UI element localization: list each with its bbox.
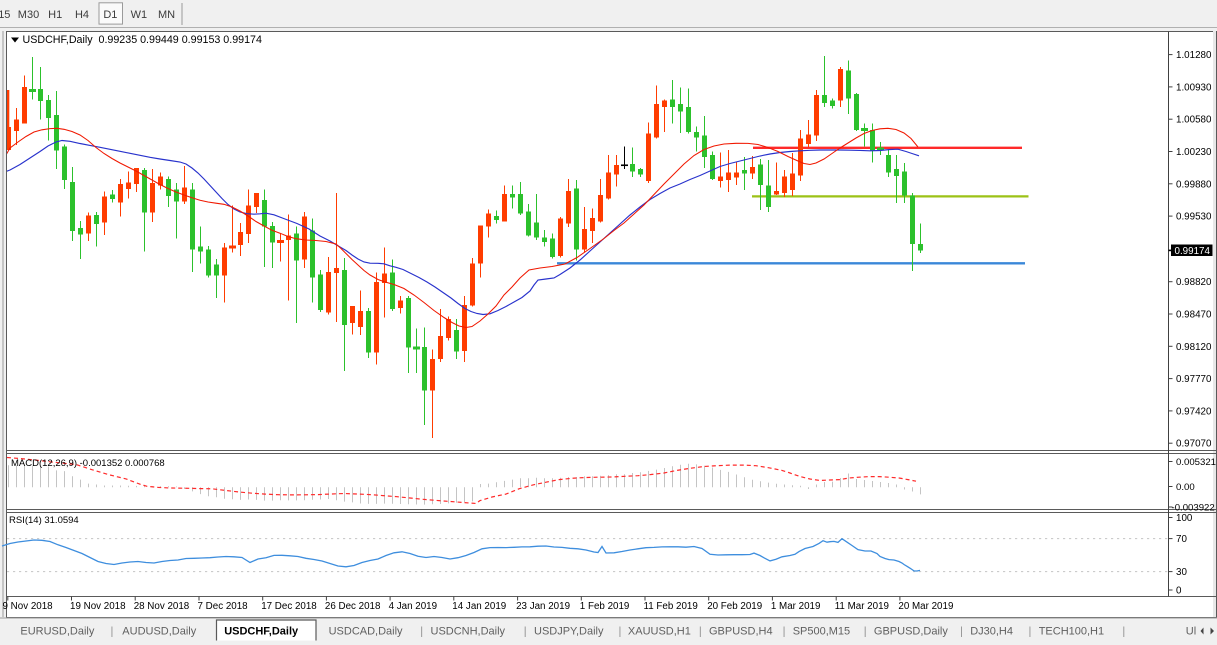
svg-text:H4: H4 bbox=[75, 9, 89, 21]
svg-text:0.98120: 0.98120 bbox=[1176, 342, 1212, 353]
svg-text:0.97070: 0.97070 bbox=[1176, 439, 1212, 450]
svg-text:MN: MN bbox=[158, 9, 175, 21]
svg-text:1.00580: 1.00580 bbox=[1176, 115, 1212, 126]
svg-text:0.005321: 0.005321 bbox=[1176, 457, 1216, 468]
svg-text:4 Jan 2019: 4 Jan 2019 bbox=[389, 601, 437, 612]
svg-text:USDCNH,Daily: USDCNH,Daily bbox=[431, 626, 506, 638]
svg-text:23 Jan 2019: 23 Jan 2019 bbox=[516, 601, 570, 612]
svg-text:USDJPY,Daily: USDJPY,Daily bbox=[534, 626, 604, 638]
svg-text:-0.003922: -0.003922 bbox=[1172, 503, 1215, 514]
svg-text:|: | bbox=[864, 626, 867, 638]
svg-text:1 Feb 2019: 1 Feb 2019 bbox=[580, 601, 630, 612]
svg-text:30: 30 bbox=[1176, 567, 1187, 578]
svg-text:|: | bbox=[1029, 626, 1032, 638]
svg-text:USDCHF,Daily: USDCHF,Daily bbox=[224, 626, 299, 638]
svg-text:RSI(14) 31.0594: RSI(14) 31.0594 bbox=[9, 515, 79, 526]
svg-text:|: | bbox=[524, 626, 527, 638]
svg-text:0.97420: 0.97420 bbox=[1176, 406, 1212, 417]
svg-text:0.99530: 0.99530 bbox=[1176, 212, 1212, 223]
svg-text:0.98820: 0.98820 bbox=[1176, 277, 1212, 288]
svg-text:11 Feb 2019: 11 Feb 2019 bbox=[644, 601, 698, 612]
svg-text:AUDUSD,Daily: AUDUSD,Daily bbox=[122, 626, 196, 638]
svg-text:0.99880: 0.99880 bbox=[1176, 179, 1212, 190]
svg-text:M30: M30 bbox=[18, 9, 39, 21]
svg-text:1.01280: 1.01280 bbox=[1176, 50, 1212, 61]
svg-text:GBPUSD,H4: GBPUSD,H4 bbox=[709, 626, 773, 638]
svg-text:1.00930: 1.00930 bbox=[1176, 82, 1212, 93]
svg-text:|: | bbox=[960, 626, 963, 638]
svg-text:XAUUSD,H1: XAUUSD,H1 bbox=[628, 626, 691, 638]
svg-text:7 Dec 2018: 7 Dec 2018 bbox=[198, 601, 249, 612]
svg-text:70: 70 bbox=[1176, 534, 1187, 545]
svg-text:20 Feb 2019: 20 Feb 2019 bbox=[707, 601, 762, 612]
svg-text:EURUSD,Daily: EURUSD,Daily bbox=[20, 626, 94, 638]
svg-text:9 Nov 2018: 9 Nov 2018 bbox=[3, 601, 54, 612]
svg-text:0: 0 bbox=[1176, 586, 1182, 597]
svg-text:DJ30,H4: DJ30,H4 bbox=[970, 626, 1013, 638]
svg-text:1.00230: 1.00230 bbox=[1176, 147, 1212, 158]
svg-text:|: | bbox=[699, 626, 702, 638]
svg-text:19 Nov 2018: 19 Nov 2018 bbox=[70, 601, 126, 612]
svg-text:GBPUSD,Daily: GBPUSD,Daily bbox=[874, 626, 948, 638]
svg-text:|: | bbox=[111, 626, 114, 638]
svg-text:H1: H1 bbox=[48, 9, 62, 21]
svg-text:11 Mar 2019: 11 Mar 2019 bbox=[835, 601, 889, 612]
svg-text:100: 100 bbox=[1176, 513, 1193, 524]
svg-text:|: | bbox=[1122, 626, 1125, 638]
svg-text:D1: D1 bbox=[103, 9, 117, 21]
svg-text:USDCHF,Daily 0.99235 0.99449: USDCHF,Daily 0.99235 0.99449 0.99153 0.9… bbox=[23, 34, 263, 46]
svg-text:Ul: Ul bbox=[1186, 626, 1196, 638]
svg-text:0.00: 0.00 bbox=[1176, 482, 1195, 493]
svg-text:20 Mar 2019: 20 Mar 2019 bbox=[898, 601, 953, 612]
svg-text:MACD(12,26,9) -0.001352 0.0007: MACD(12,26,9) -0.001352 0.000768 bbox=[11, 458, 165, 469]
svg-text:|: | bbox=[420, 626, 423, 638]
svg-text:14 Jan 2019: 14 Jan 2019 bbox=[452, 601, 506, 612]
svg-text:1 Mar 2019: 1 Mar 2019 bbox=[771, 601, 821, 612]
svg-text:0.98470: 0.98470 bbox=[1176, 310, 1212, 321]
svg-text:SP500,M15: SP500,M15 bbox=[793, 626, 850, 638]
svg-text:17 Dec 2018: 17 Dec 2018 bbox=[261, 601, 317, 612]
svg-text:0.97770: 0.97770 bbox=[1176, 374, 1212, 385]
svg-text:28 Nov 2018: 28 Nov 2018 bbox=[134, 601, 190, 612]
svg-text:|: | bbox=[619, 626, 622, 638]
svg-text:W1: W1 bbox=[131, 9, 148, 21]
svg-text:15: 15 bbox=[0, 9, 10, 21]
svg-text:26 Dec 2018: 26 Dec 2018 bbox=[325, 601, 381, 612]
svg-text:|: | bbox=[783, 626, 786, 638]
svg-text:USDCAD,Daily: USDCAD,Daily bbox=[329, 626, 403, 638]
svg-text:0.99174: 0.99174 bbox=[1175, 246, 1211, 257]
svg-text:TECH100,H1: TECH100,H1 bbox=[1039, 626, 1104, 638]
